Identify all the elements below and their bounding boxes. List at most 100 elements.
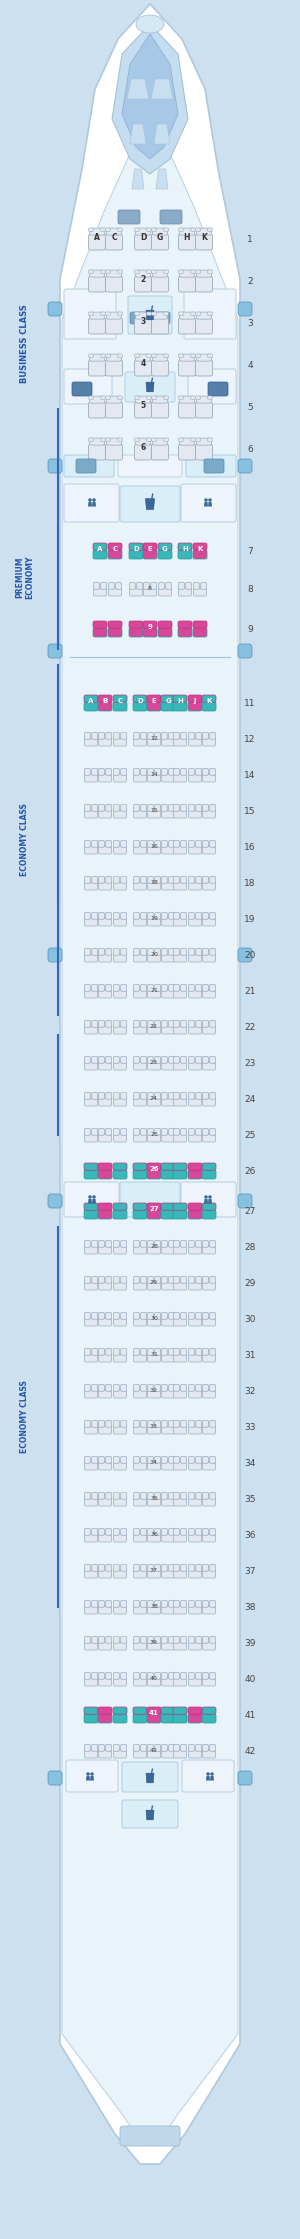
FancyBboxPatch shape <box>155 804 161 811</box>
FancyBboxPatch shape <box>130 582 135 589</box>
Text: 18: 18 <box>244 878 256 887</box>
FancyBboxPatch shape <box>181 1529 187 1536</box>
FancyBboxPatch shape <box>210 911 215 920</box>
FancyBboxPatch shape <box>178 228 184 231</box>
Text: 5: 5 <box>140 401 146 410</box>
FancyBboxPatch shape <box>181 768 187 775</box>
FancyBboxPatch shape <box>188 1021 194 1028</box>
FancyBboxPatch shape <box>113 954 127 963</box>
FancyBboxPatch shape <box>147 1209 161 1218</box>
FancyBboxPatch shape <box>173 1534 187 1543</box>
FancyBboxPatch shape <box>133 1706 147 1715</box>
FancyBboxPatch shape <box>190 228 196 231</box>
Text: 24: 24 <box>244 1095 256 1104</box>
FancyBboxPatch shape <box>169 1637 175 1643</box>
FancyBboxPatch shape <box>141 1673 146 1679</box>
FancyBboxPatch shape <box>121 1021 127 1028</box>
Text: 14: 14 <box>244 770 256 779</box>
FancyBboxPatch shape <box>202 1135 215 1142</box>
FancyBboxPatch shape <box>196 271 200 273</box>
Polygon shape <box>86 1776 90 1780</box>
FancyBboxPatch shape <box>113 701 127 712</box>
Polygon shape <box>90 1776 94 1780</box>
Text: 40: 40 <box>244 1675 256 1684</box>
FancyBboxPatch shape <box>88 439 94 441</box>
FancyBboxPatch shape <box>188 768 194 775</box>
FancyBboxPatch shape <box>148 1390 160 1397</box>
FancyBboxPatch shape <box>161 1384 167 1390</box>
FancyBboxPatch shape <box>155 1601 161 1608</box>
FancyBboxPatch shape <box>143 620 157 629</box>
FancyBboxPatch shape <box>202 1420 208 1426</box>
FancyBboxPatch shape <box>98 985 104 992</box>
FancyBboxPatch shape <box>148 1312 153 1319</box>
FancyBboxPatch shape <box>238 1771 252 1784</box>
FancyBboxPatch shape <box>113 1426 127 1433</box>
FancyBboxPatch shape <box>141 1348 146 1355</box>
Polygon shape <box>146 1809 154 1820</box>
FancyBboxPatch shape <box>134 443 152 459</box>
FancyBboxPatch shape <box>118 271 122 273</box>
FancyBboxPatch shape <box>178 627 192 638</box>
FancyBboxPatch shape <box>134 1426 146 1433</box>
Text: 2: 2 <box>247 275 253 287</box>
FancyBboxPatch shape <box>202 694 216 703</box>
FancyBboxPatch shape <box>188 1276 194 1283</box>
FancyBboxPatch shape <box>106 1744 112 1751</box>
FancyBboxPatch shape <box>134 811 146 817</box>
FancyBboxPatch shape <box>210 1637 215 1643</box>
FancyBboxPatch shape <box>196 439 200 441</box>
FancyBboxPatch shape <box>113 1240 119 1247</box>
FancyBboxPatch shape <box>98 1637 104 1643</box>
FancyBboxPatch shape <box>152 354 157 358</box>
Polygon shape <box>151 78 173 99</box>
FancyBboxPatch shape <box>196 235 212 251</box>
FancyBboxPatch shape <box>134 1641 146 1650</box>
FancyBboxPatch shape <box>152 235 169 251</box>
Text: 15: 15 <box>244 806 256 815</box>
FancyBboxPatch shape <box>152 311 167 320</box>
FancyBboxPatch shape <box>106 439 110 441</box>
FancyBboxPatch shape <box>92 732 98 739</box>
FancyBboxPatch shape <box>194 589 206 596</box>
FancyBboxPatch shape <box>98 1679 112 1686</box>
FancyBboxPatch shape <box>134 1057 139 1064</box>
FancyBboxPatch shape <box>98 1283 112 1290</box>
FancyBboxPatch shape <box>85 1637 90 1643</box>
FancyBboxPatch shape <box>113 1673 119 1679</box>
FancyBboxPatch shape <box>85 775 98 781</box>
FancyBboxPatch shape <box>106 228 110 231</box>
FancyBboxPatch shape <box>106 1057 112 1064</box>
FancyBboxPatch shape <box>210 804 215 811</box>
Text: B: B <box>102 699 108 703</box>
FancyBboxPatch shape <box>98 1021 104 1028</box>
FancyBboxPatch shape <box>64 369 112 403</box>
FancyBboxPatch shape <box>134 1390 146 1397</box>
FancyBboxPatch shape <box>141 1021 146 1028</box>
Polygon shape <box>122 34 178 159</box>
FancyBboxPatch shape <box>173 1057 179 1064</box>
Text: 8: 8 <box>148 587 152 591</box>
FancyBboxPatch shape <box>98 1455 104 1464</box>
FancyBboxPatch shape <box>85 1426 98 1433</box>
FancyBboxPatch shape <box>188 1462 202 1471</box>
FancyBboxPatch shape <box>85 1061 98 1070</box>
FancyBboxPatch shape <box>196 311 211 320</box>
FancyBboxPatch shape <box>88 235 106 251</box>
FancyBboxPatch shape <box>106 911 112 920</box>
Text: 14: 14 <box>150 772 158 777</box>
Text: 40: 40 <box>150 1675 158 1681</box>
FancyBboxPatch shape <box>161 1319 175 1325</box>
FancyBboxPatch shape <box>134 311 140 316</box>
FancyBboxPatch shape <box>136 228 151 235</box>
FancyBboxPatch shape <box>89 354 104 360</box>
FancyBboxPatch shape <box>173 1025 187 1034</box>
FancyBboxPatch shape <box>202 1390 215 1397</box>
FancyBboxPatch shape <box>196 875 202 884</box>
Text: 11: 11 <box>244 699 256 708</box>
Circle shape <box>208 499 212 502</box>
Text: C: C <box>117 699 123 703</box>
FancyBboxPatch shape <box>98 1605 112 1614</box>
FancyBboxPatch shape <box>196 275 212 291</box>
FancyBboxPatch shape <box>134 739 146 746</box>
